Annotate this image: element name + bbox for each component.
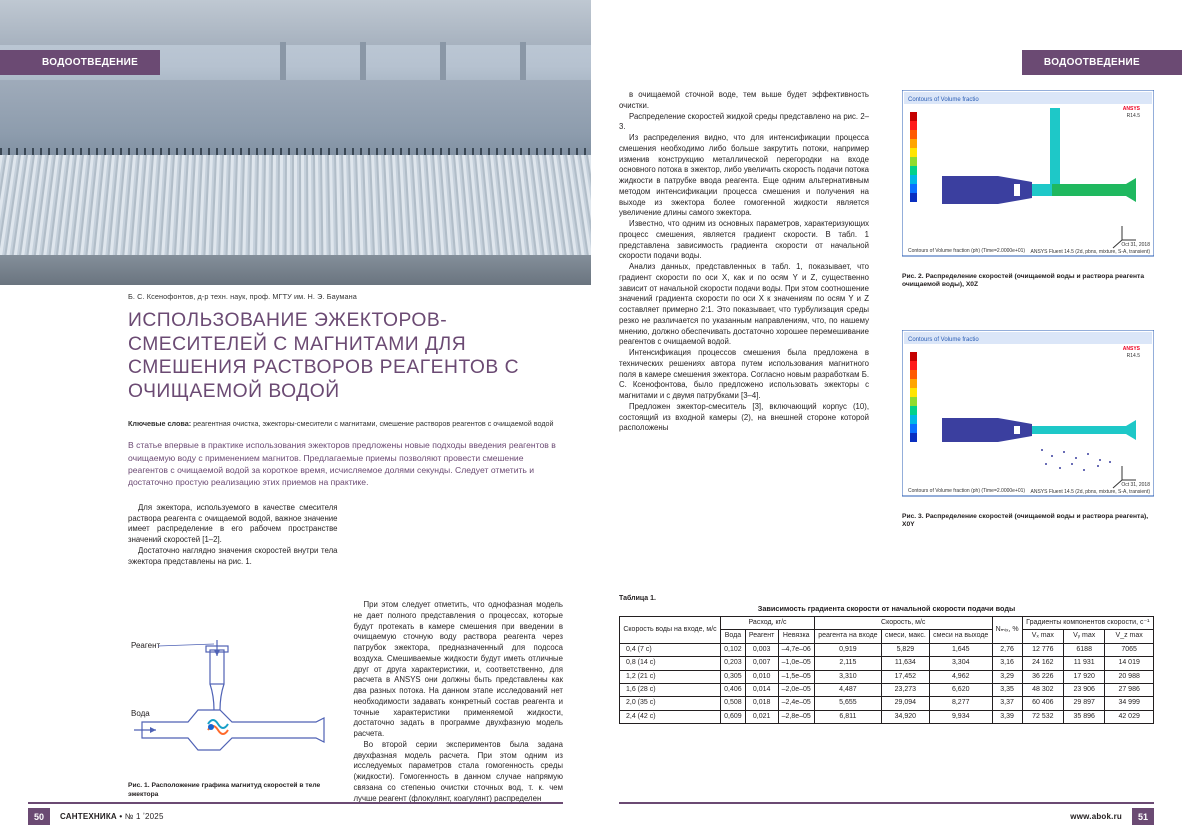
p-l1: Для эжектора, используемого в качестве с… bbox=[128, 503, 338, 546]
keywords-label: Ключевые слова: bbox=[128, 419, 191, 428]
th-reagent: Реагент bbox=[745, 630, 778, 643]
svg-text:R14.5: R14.5 bbox=[1127, 353, 1141, 359]
keywords-text: реагентная очистка, эжекторы-смесители с… bbox=[193, 419, 553, 428]
rp7: Предложен эжектор-смеситель [3], включаю… bbox=[619, 402, 869, 434]
figure-3: Contours of Volume fractio ANSYS R14.5 bbox=[902, 330, 1154, 530]
footer-url: www.abok.ru bbox=[1070, 812, 1122, 821]
svg-text:ANSYS Fluent 14.5 (2d, pbns, m: ANSYS Fluent 14.5 (2d, pbns, mixture, S-… bbox=[1031, 249, 1151, 255]
svg-text:ANSYS Fluent 14.5 (2d, pbns, m: ANSYS Fluent 14.5 (2d, pbns, mixture, S-… bbox=[1031, 489, 1151, 495]
rp4: Известно, что одним из основных параметр… bbox=[619, 219, 869, 262]
rp3: Из распределения видно, что для интенсиф… bbox=[619, 133, 869, 219]
fig1-lbl-reagent: Реагент bbox=[131, 641, 160, 650]
table-row: 1,6 (28 с)0,4060,014–2,0е–054,48723,2736… bbox=[620, 683, 1154, 696]
table-row: 0,4 (7 с)0,1020,003–4,7е–060,9195,8291,6… bbox=[620, 643, 1154, 656]
th-vin: реагента на входе bbox=[814, 630, 881, 643]
p-r1: При этом следует отметить, что однофазна… bbox=[354, 600, 564, 740]
page-number-left: 50 bbox=[28, 808, 50, 825]
page-left: ВОДООТВЕДЕНИЕ Б. С. Ксенофонтов, д-р тех… bbox=[0, 0, 591, 835]
table-1-label: Таблица 1. bbox=[619, 595, 1154, 602]
figure-2-svg: Contours of Volume fractio ANSYS R14.5 bbox=[902, 90, 1154, 270]
svg-text:Oct 31, 2018: Oct 31, 2018 bbox=[1121, 242, 1150, 248]
section-tag: ВОДООТВЕДЕНИЕ bbox=[1022, 50, 1182, 75]
svg-text:Contours of Volume fraction (p: Contours of Volume fraction (ph) (Time=2… bbox=[908, 248, 1025, 254]
table-row: 0,8 (14 с)0,2030,007–1,0е–052,11511,6343… bbox=[620, 657, 1154, 670]
author-line: Б. С. Ксенофонтов, д-р техн. наук, проф.… bbox=[128, 292, 563, 301]
rp5: Анализ данных, представленных в табл. 1,… bbox=[619, 262, 869, 348]
figure-1-svg: Реагент Вода bbox=[128, 638, 346, 778]
p-r2: Во второй серии экспериментов была задан… bbox=[354, 740, 564, 805]
figure-3-svg: Contours of Volume fractio ANSYS R14.5 bbox=[902, 330, 1154, 510]
abstract: В статье впервые в практике использовани… bbox=[128, 439, 563, 489]
p-l2: Достаточно наглядно значения скоростей в… bbox=[128, 546, 338, 568]
svg-text:Contours of Volume fractio: Contours of Volume fractio bbox=[908, 97, 979, 103]
th-flow: Расход, кг/с bbox=[721, 617, 815, 630]
figure-1: Реагент Вода Рис. 1. Расположение график… bbox=[128, 638, 346, 799]
page-right: ВОДООТВЕДЕНИЕ в очищаемой сточной воде, … bbox=[591, 0, 1182, 835]
th-vel: Скорость, м/с bbox=[814, 617, 992, 630]
right-column-text: в очищаемой сточной воде, тем выше будет… bbox=[619, 90, 869, 434]
svg-text:R14.5: R14.5 bbox=[1127, 113, 1141, 119]
th-water: Вода bbox=[721, 630, 746, 643]
page-number-right: 51 bbox=[1132, 808, 1154, 825]
footer-right: www.abok.ru 51 bbox=[619, 802, 1154, 825]
th-vz: V_z max bbox=[1105, 630, 1154, 643]
magazine-name: САНТЕХНИКА • № 1 ʼ2025 bbox=[60, 812, 164, 821]
table-row: 2,0 (35 с)0,5080,018–2,4е–055,65529,0948… bbox=[620, 697, 1154, 710]
th-vx: Vₓ max bbox=[1022, 630, 1063, 643]
th-mismatch: Невязка bbox=[778, 630, 814, 643]
th-vmax: смеси, макс. bbox=[881, 630, 929, 643]
svg-text:ANSYS: ANSYS bbox=[1123, 346, 1141, 352]
th-vy: Vᵧ max bbox=[1064, 630, 1105, 643]
th-grad: Градиенты компонентов скорости, с⁻¹ bbox=[1022, 617, 1153, 630]
section-tag: ВОДООТВЕДЕНИЕ bbox=[0, 50, 160, 75]
svg-text:Oct 31, 2018: Oct 31, 2018 bbox=[1121, 482, 1150, 488]
th-vout: смеси на выходе bbox=[929, 630, 992, 643]
figure-3-caption: Рис. 3. Распределение скоростей (очищаем… bbox=[902, 513, 1154, 530]
svg-text:Contours of Volume fractio: Contours of Volume fractio bbox=[908, 337, 979, 343]
table-1-title: Зависимость градиента скорости от началь… bbox=[619, 604, 1154, 613]
th-speed-in: Скорость воды на входе, м/с bbox=[620, 617, 721, 644]
article-title: ИСПОЛЬЗОВАНИЕ ЭЖЕКТОРОВ-СМЕСИТЕЛЕЙ С МАГ… bbox=[128, 309, 563, 403]
hero-photo bbox=[0, 0, 591, 285]
keywords: Ключевые слова: реагентная очистка, эжек… bbox=[128, 419, 563, 428]
table-row: 1,2 (21 с)0,3050,010–1,5е–053,31017,4524… bbox=[620, 670, 1154, 683]
th-nmix: Nₘᵢₓ, % bbox=[992, 617, 1022, 644]
rp1: в очищаемой сточной воде, тем выше будет… bbox=[619, 90, 869, 112]
figure-1-caption: Рис. 1. Расположение графика магнитуд ск… bbox=[128, 782, 346, 799]
table-row: 2,4 (42 с)0,6090,021–2,8е–056,81134,9209… bbox=[620, 710, 1154, 723]
figure-2: Contours of Volume fractio ANSYS R14.5 bbox=[902, 90, 1154, 290]
figure-2-caption: Рис. 2. Распределение скоростей (очищаем… bbox=[902, 273, 1154, 290]
fig1-lbl-water: Вода bbox=[131, 709, 150, 718]
footer-left: 50 САНТЕХНИКА • № 1 ʼ2025 bbox=[28, 802, 563, 825]
table-1-grid: Скорость воды на входе, м/с Расход, кг/с… bbox=[619, 616, 1154, 724]
table-1: Таблица 1. Зависимость градиента скорост… bbox=[619, 595, 1154, 724]
rp2: Распределение скоростей жидкой среды пре… bbox=[619, 112, 869, 134]
rp6: Интенсификация процессов смешения была п… bbox=[619, 348, 869, 402]
svg-text:Contours of Volume fraction (p: Contours of Volume fraction (ph) (Time=2… bbox=[908, 488, 1025, 494]
svg-text:ANSYS: ANSYS bbox=[1123, 106, 1141, 112]
